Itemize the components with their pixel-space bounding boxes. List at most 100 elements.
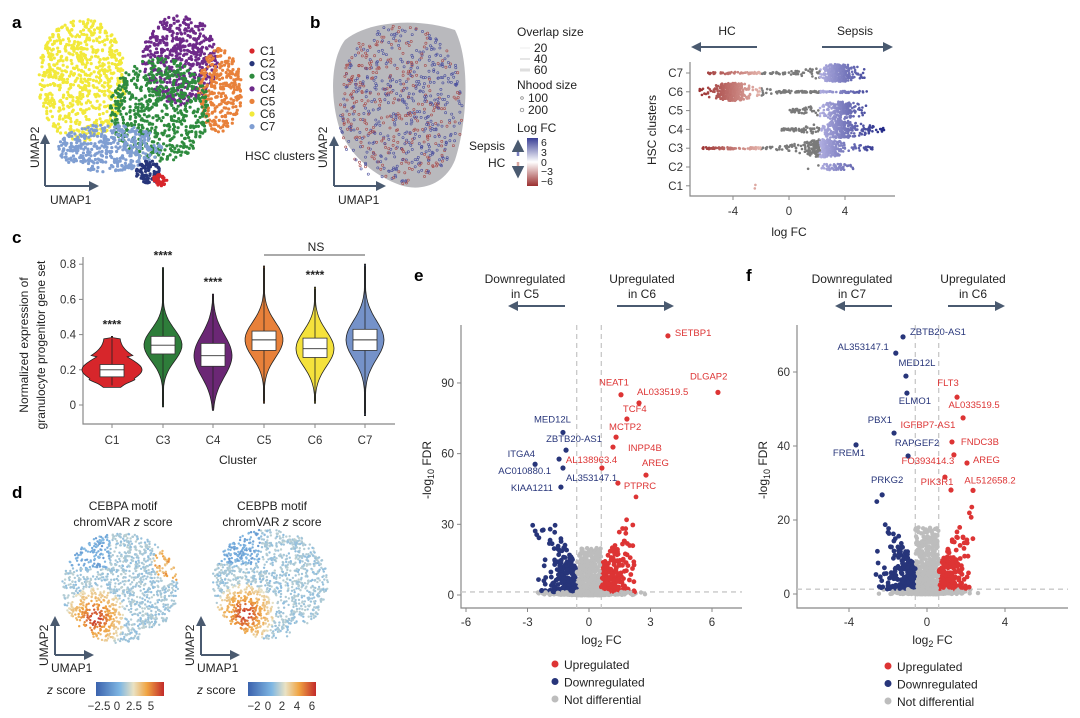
- nhood-point-C7: [846, 69, 850, 73]
- cell-point-C6: [94, 65, 98, 69]
- cell-point-C3: [168, 69, 172, 73]
- nhood-point-C4: [840, 129, 844, 133]
- cell-point-C6: [110, 33, 114, 37]
- cell-point-C7: [57, 147, 61, 151]
- nhood-point-C7: [789, 73, 793, 76]
- cell-point-C7: [113, 125, 117, 129]
- cell-point-C3: [146, 78, 150, 82]
- cell-point-C6: [57, 35, 61, 40]
- nhood-point-C5: [829, 114, 832, 118]
- nhood-point-C7: [861, 71, 865, 75]
- cell-point-C3: [189, 100, 193, 104]
- cell-point-C7: [124, 158, 128, 162]
- cell-point-C5: [237, 67, 241, 71]
- y-tick-label: C7: [668, 68, 683, 80]
- cell-point-C3: [155, 72, 159, 77]
- cell-point-C6: [46, 96, 50, 100]
- nhood-point-C6: [780, 91, 784, 94]
- nhood-point-C5: [818, 114, 822, 118]
- y-tick-label: C6: [668, 87, 683, 99]
- nhood-point-C7: [857, 73, 860, 76]
- cell-point-C6: [96, 55, 100, 59]
- cell-point-C7: [142, 139, 146, 143]
- cell-point-C6: [81, 80, 85, 85]
- cell-point-C6: [48, 70, 52, 75]
- cell-point-C4: [192, 43, 196, 47]
- cell-point-C6: [105, 69, 109, 73]
- cell-point-C3: [194, 121, 198, 125]
- nhood-point-C4: [871, 130, 874, 133]
- cell-point-C5: [216, 130, 220, 134]
- cell-point-C6: [42, 70, 46, 75]
- cell-point-C3: [180, 140, 184, 144]
- cell-point-C6: [76, 56, 80, 60]
- cell-point-C3: [117, 109, 121, 113]
- cell-point-C7: [104, 160, 108, 164]
- cell-point-C3: [155, 118, 159, 122]
- cell-point-C7: [79, 144, 83, 148]
- nhood-point-C5: [788, 108, 792, 112]
- cell-point-C7: [104, 140, 108, 144]
- cell-point-C3: [159, 156, 163, 160]
- nhood-point-C7: [747, 72, 750, 76]
- cell-point-C7: [92, 134, 96, 138]
- nhood-point-C4: [834, 135, 837, 138]
- cell-point-C3: [147, 87, 151, 91]
- cell-point-C5: [220, 114, 224, 119]
- cell-point-C6: [41, 53, 45, 58]
- nhood-point-C6: [700, 93, 704, 97]
- nhood-point-C5: [805, 108, 808, 111]
- cell-point-C6: [102, 100, 106, 104]
- cell-point-C3: [122, 106, 126, 110]
- cell-point-C6: [93, 19, 97, 23]
- cell-point-C6: [57, 84, 61, 88]
- cell-point-C2: [152, 169, 156, 174]
- nhood-point-C4: [837, 123, 840, 127]
- cell-point-C6: [94, 119, 98, 123]
- cell-point-C5: [216, 50, 220, 54]
- cell-point-C6: [47, 99, 52, 103]
- cell-point-C3: [121, 121, 126, 125]
- cell-point-C4: [165, 80, 169, 85]
- nhood-point-C4: [861, 129, 865, 133]
- cell-point-C3: [127, 73, 131, 77]
- cell-point-C4: [187, 49, 191, 54]
- cell-point-C7: [101, 160, 105, 164]
- nhood-point-C7: [811, 75, 814, 78]
- cell-point-C4: [168, 26, 172, 30]
- cell-point-C4: [165, 34, 169, 39]
- cell-point-C7: [88, 131, 92, 135]
- cell-point-C4: [197, 28, 201, 32]
- cell-point-C7: [111, 135, 115, 140]
- nhood-point-C4: [876, 130, 880, 134]
- cell-point-C5: [213, 86, 217, 90]
- cell-point-C3: [175, 107, 179, 111]
- cell-point-C4: [145, 45, 149, 49]
- cell-point-C6: [40, 78, 45, 82]
- cell-point-C6: [89, 30, 93, 35]
- cell-point-C6: [105, 76, 109, 80]
- nhood-point-C5: [817, 109, 820, 112]
- nhood-point-C6: [725, 90, 728, 94]
- cell-point-C3: [203, 129, 207, 133]
- nhood-point-C6: [822, 91, 825, 94]
- cell-point-C3: [191, 146, 195, 150]
- cell-point-C6: [65, 42, 69, 47]
- cell-point-C6: [71, 99, 75, 103]
- cell-point-C6: [60, 69, 64, 73]
- cell-point-C3: [173, 146, 177, 150]
- cell-point-C3: [186, 132, 190, 136]
- nhood-point-C5: [852, 101, 855, 105]
- cell-point-C3: [158, 58, 162, 62]
- cell-point-C7: [93, 157, 97, 162]
- cell-point-C3: [193, 114, 198, 118]
- nhood-point-C7: [827, 70, 830, 73]
- cell-point-C3: [198, 135, 202, 139]
- cell-point-C3: [135, 78, 140, 82]
- nhood-point-C6: [755, 94, 759, 98]
- cell-point-C4: [186, 17, 190, 21]
- nhood-point-C6: [739, 98, 742, 102]
- cell-point-C7: [100, 149, 104, 154]
- cell-point-C6: [65, 58, 69, 62]
